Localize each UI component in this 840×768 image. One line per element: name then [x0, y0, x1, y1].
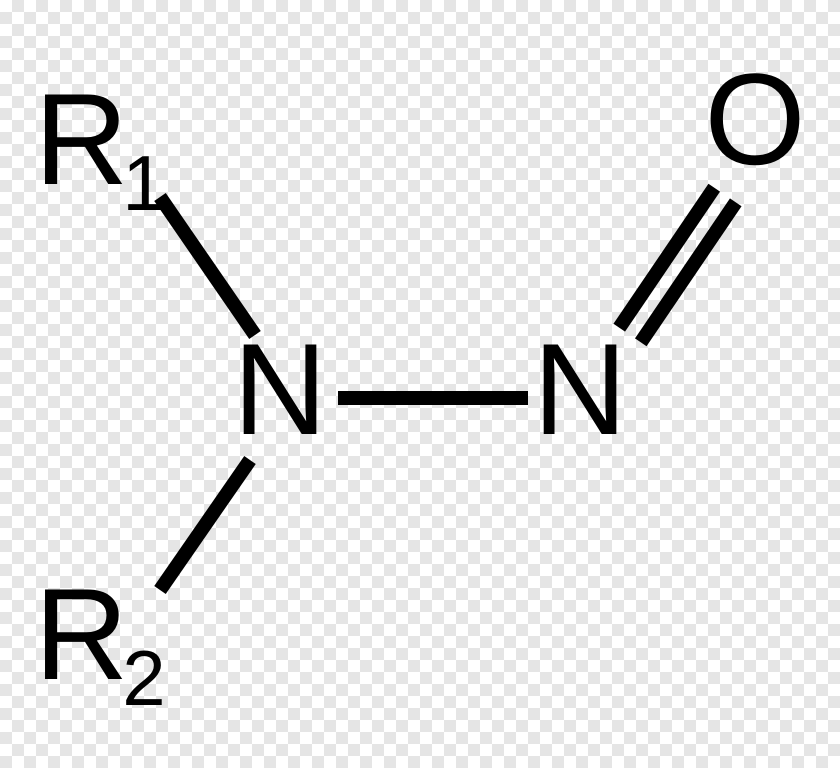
atom-R1: R1	[34, 66, 165, 226]
nitrosamine-structure: R1R2NNO	[0, 0, 840, 768]
atom-O: O	[704, 46, 805, 192]
atom-R2: R2	[34, 561, 165, 721]
bond-R1-N1	[160, 197, 255, 335]
atom-N2: N	[533, 316, 627, 462]
atom-N1: N	[233, 316, 327, 462]
bond-R2-N1	[160, 460, 250, 590]
atoms: R1R2NNO	[34, 46, 805, 721]
